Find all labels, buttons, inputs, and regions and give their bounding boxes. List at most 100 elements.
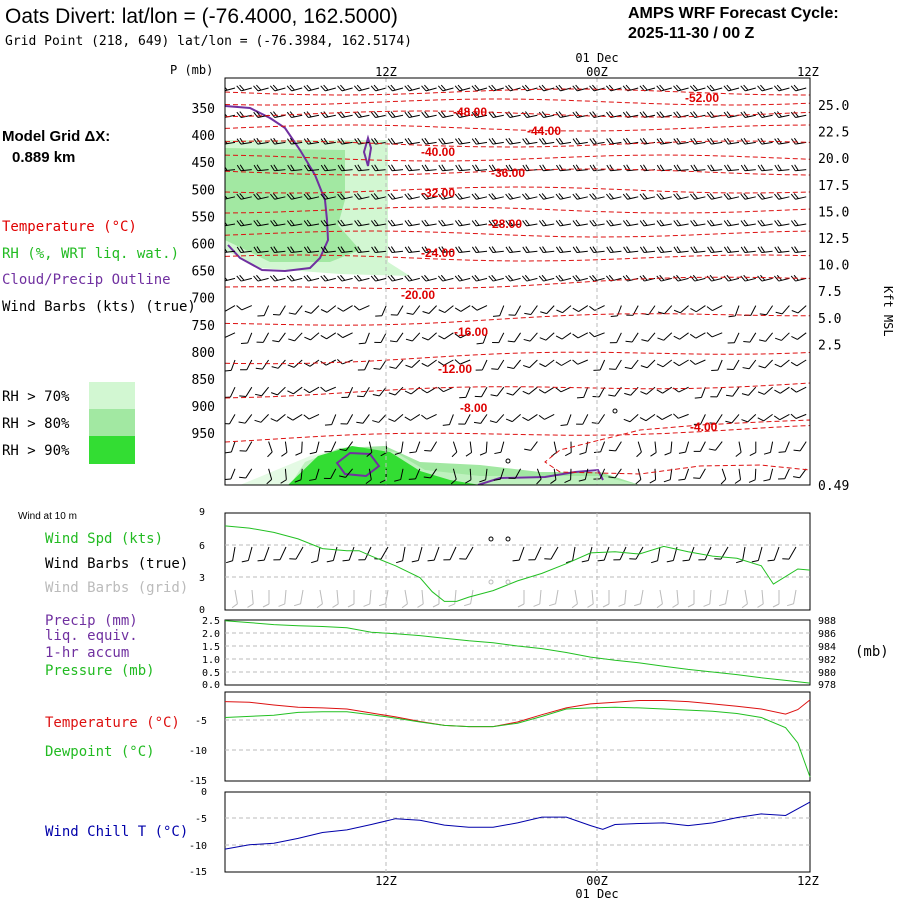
wind-barb xyxy=(759,305,774,316)
wind-barb xyxy=(225,359,236,372)
wind-barb xyxy=(657,305,673,315)
pressure-panel xyxy=(224,619,811,686)
wind-barb xyxy=(639,413,656,422)
wind-barb xyxy=(339,468,353,478)
wind-barb xyxy=(324,441,337,453)
wind-barb xyxy=(459,387,471,399)
wind-barb xyxy=(337,305,353,312)
wind-barb xyxy=(363,589,372,607)
wind-barb xyxy=(389,359,404,369)
cloud-outline-upper xyxy=(225,105,330,273)
wind-barb xyxy=(720,468,727,485)
wind-barb xyxy=(524,305,538,315)
wind-barb xyxy=(454,332,471,339)
wind-barb xyxy=(320,274,336,282)
wind-barb xyxy=(572,359,588,365)
wind-barb xyxy=(421,164,437,172)
wind-barb xyxy=(592,386,606,398)
grid-point-label: Grid Point (218, 649) lat/lon = (-76.398… xyxy=(5,34,412,49)
wind-barb xyxy=(589,274,605,282)
wind-barb xyxy=(437,359,454,366)
wind-barb xyxy=(689,274,706,282)
wind-barb xyxy=(395,546,406,564)
wind-barb xyxy=(682,546,695,562)
wind-barb xyxy=(303,274,320,282)
wind-barb xyxy=(455,164,471,172)
wind-barb xyxy=(257,546,270,562)
wind-barb xyxy=(724,164,740,172)
wind-barb xyxy=(723,219,740,227)
wind-barb xyxy=(790,219,807,227)
wind-barb xyxy=(270,414,286,422)
wind-barb xyxy=(404,111,420,118)
pressure-tick: 950 xyxy=(192,427,215,442)
wind-barb xyxy=(286,193,303,200)
wind-barb xyxy=(538,274,555,282)
wind-barb xyxy=(401,589,408,609)
wind-barb xyxy=(528,546,542,561)
wind-barb xyxy=(758,359,773,369)
wind-barb xyxy=(236,246,252,254)
wind-barb xyxy=(793,441,807,452)
wind-barb xyxy=(442,414,454,426)
wind-barb xyxy=(295,441,303,456)
wind-barb xyxy=(673,332,689,340)
wind-barb xyxy=(602,590,610,608)
wind-barb xyxy=(479,468,488,483)
wind-barb xyxy=(782,546,797,560)
wind-barb xyxy=(357,386,370,398)
isotherm-line xyxy=(225,206,810,214)
wind-barb xyxy=(597,546,610,562)
wind-barb xyxy=(555,193,572,200)
wind-barb xyxy=(507,332,522,343)
wind-barb xyxy=(471,305,488,311)
wind-barb xyxy=(438,332,454,340)
wind-barb xyxy=(438,164,454,172)
wind-barb xyxy=(375,305,387,317)
cycle-date: 2025-11-30 / 00 Z xyxy=(628,25,755,42)
wind-barb xyxy=(609,332,622,344)
wind-barb xyxy=(572,332,589,339)
wind-barb xyxy=(555,359,572,366)
wind-barb xyxy=(239,386,253,398)
pressure-tick: 450 xyxy=(192,156,215,171)
wind-barb xyxy=(576,414,589,425)
wind-barb xyxy=(539,246,555,254)
wind-barb xyxy=(347,590,355,608)
wind-barb xyxy=(589,246,605,254)
wind-barb xyxy=(490,386,505,397)
isotherm-label: -32.00 xyxy=(421,186,455,200)
wind-barb xyxy=(492,332,505,344)
wind-barb xyxy=(544,546,559,560)
temp-ytick: -15 xyxy=(189,776,207,787)
wind-barb xyxy=(421,193,437,200)
height-tick: 15.0 xyxy=(818,205,849,220)
windchill-ytick: 0 xyxy=(201,787,207,798)
wind-barb xyxy=(454,84,471,92)
wind-barb xyxy=(337,164,353,172)
wind-barb xyxy=(320,84,336,92)
wind-barb xyxy=(609,359,622,370)
wind-barb xyxy=(656,386,673,394)
wind-barb xyxy=(354,164,370,172)
pressure-tick: 600 xyxy=(192,238,215,253)
wind-barb xyxy=(772,590,780,608)
wind-barb xyxy=(404,219,420,227)
wind-barb xyxy=(606,137,622,145)
wind-barb xyxy=(476,332,488,345)
wind-barb xyxy=(649,468,657,484)
wind-barb xyxy=(522,137,538,145)
wind-barb xyxy=(253,164,269,172)
wind-barb xyxy=(742,359,757,370)
temperature-line xyxy=(224,699,811,728)
windchill-panel xyxy=(224,791,811,873)
wind-barb xyxy=(505,414,521,423)
wind-barb xyxy=(718,589,729,607)
wind-barb xyxy=(287,164,303,172)
wind-barb xyxy=(253,274,269,282)
wind-barb xyxy=(387,246,404,254)
wind-barb xyxy=(471,137,488,145)
wind-barb xyxy=(370,219,387,227)
wind-barb xyxy=(693,441,706,452)
